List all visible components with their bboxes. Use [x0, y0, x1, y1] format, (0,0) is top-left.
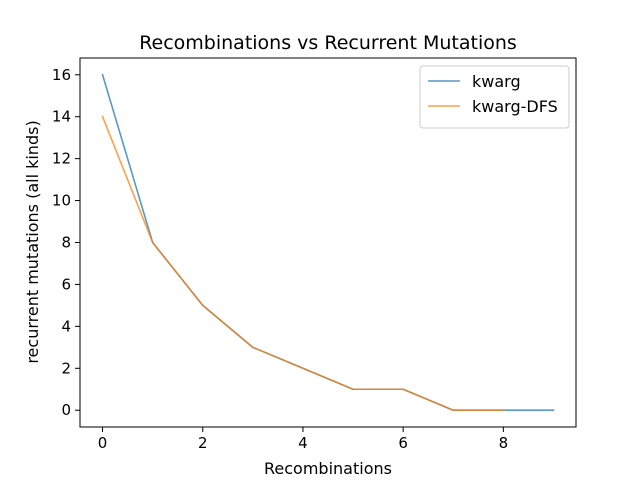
y-tick-label: 6: [61, 275, 71, 293]
y-tick-label: 12: [52, 150, 71, 168]
legend-label-kwarg-DFS: kwarg-DFS: [472, 97, 558, 116]
chart-title: Recombinations vs Recurrent Mutations: [139, 32, 517, 54]
x-tick-label: 2: [198, 434, 208, 452]
x-tick-label: 0: [98, 434, 108, 452]
y-tick-label: 2: [61, 359, 71, 377]
x-tick-label: 4: [298, 434, 308, 452]
series-line-kwarg-DFS: [101, 115, 505, 412]
y-tick-label: 0: [61, 401, 71, 419]
x-tick-label: 6: [398, 434, 408, 452]
series-layer: [101, 73, 555, 412]
x-axis-label: Recombinations: [264, 459, 392, 478]
x-tick-label: 8: [499, 434, 509, 452]
y-tick-label: 10: [52, 192, 71, 210]
y-axis-ticks: 0 2 4 6 8 10 12 14 16: [52, 66, 80, 419]
legend: kwarg kwarg-DFS: [419, 65, 570, 129]
y-tick-label: 14: [52, 108, 71, 126]
x-axis-ticks: 0 2 4 6 8: [98, 427, 508, 452]
legend-label-kwarg: kwarg: [472, 72, 521, 91]
y-tick-label: 16: [52, 66, 71, 84]
y-axis-label: recurrent mutations (all kinds): [23, 120, 42, 363]
y-tick-label: 4: [61, 317, 71, 335]
y-tick-label: 8: [61, 234, 71, 252]
